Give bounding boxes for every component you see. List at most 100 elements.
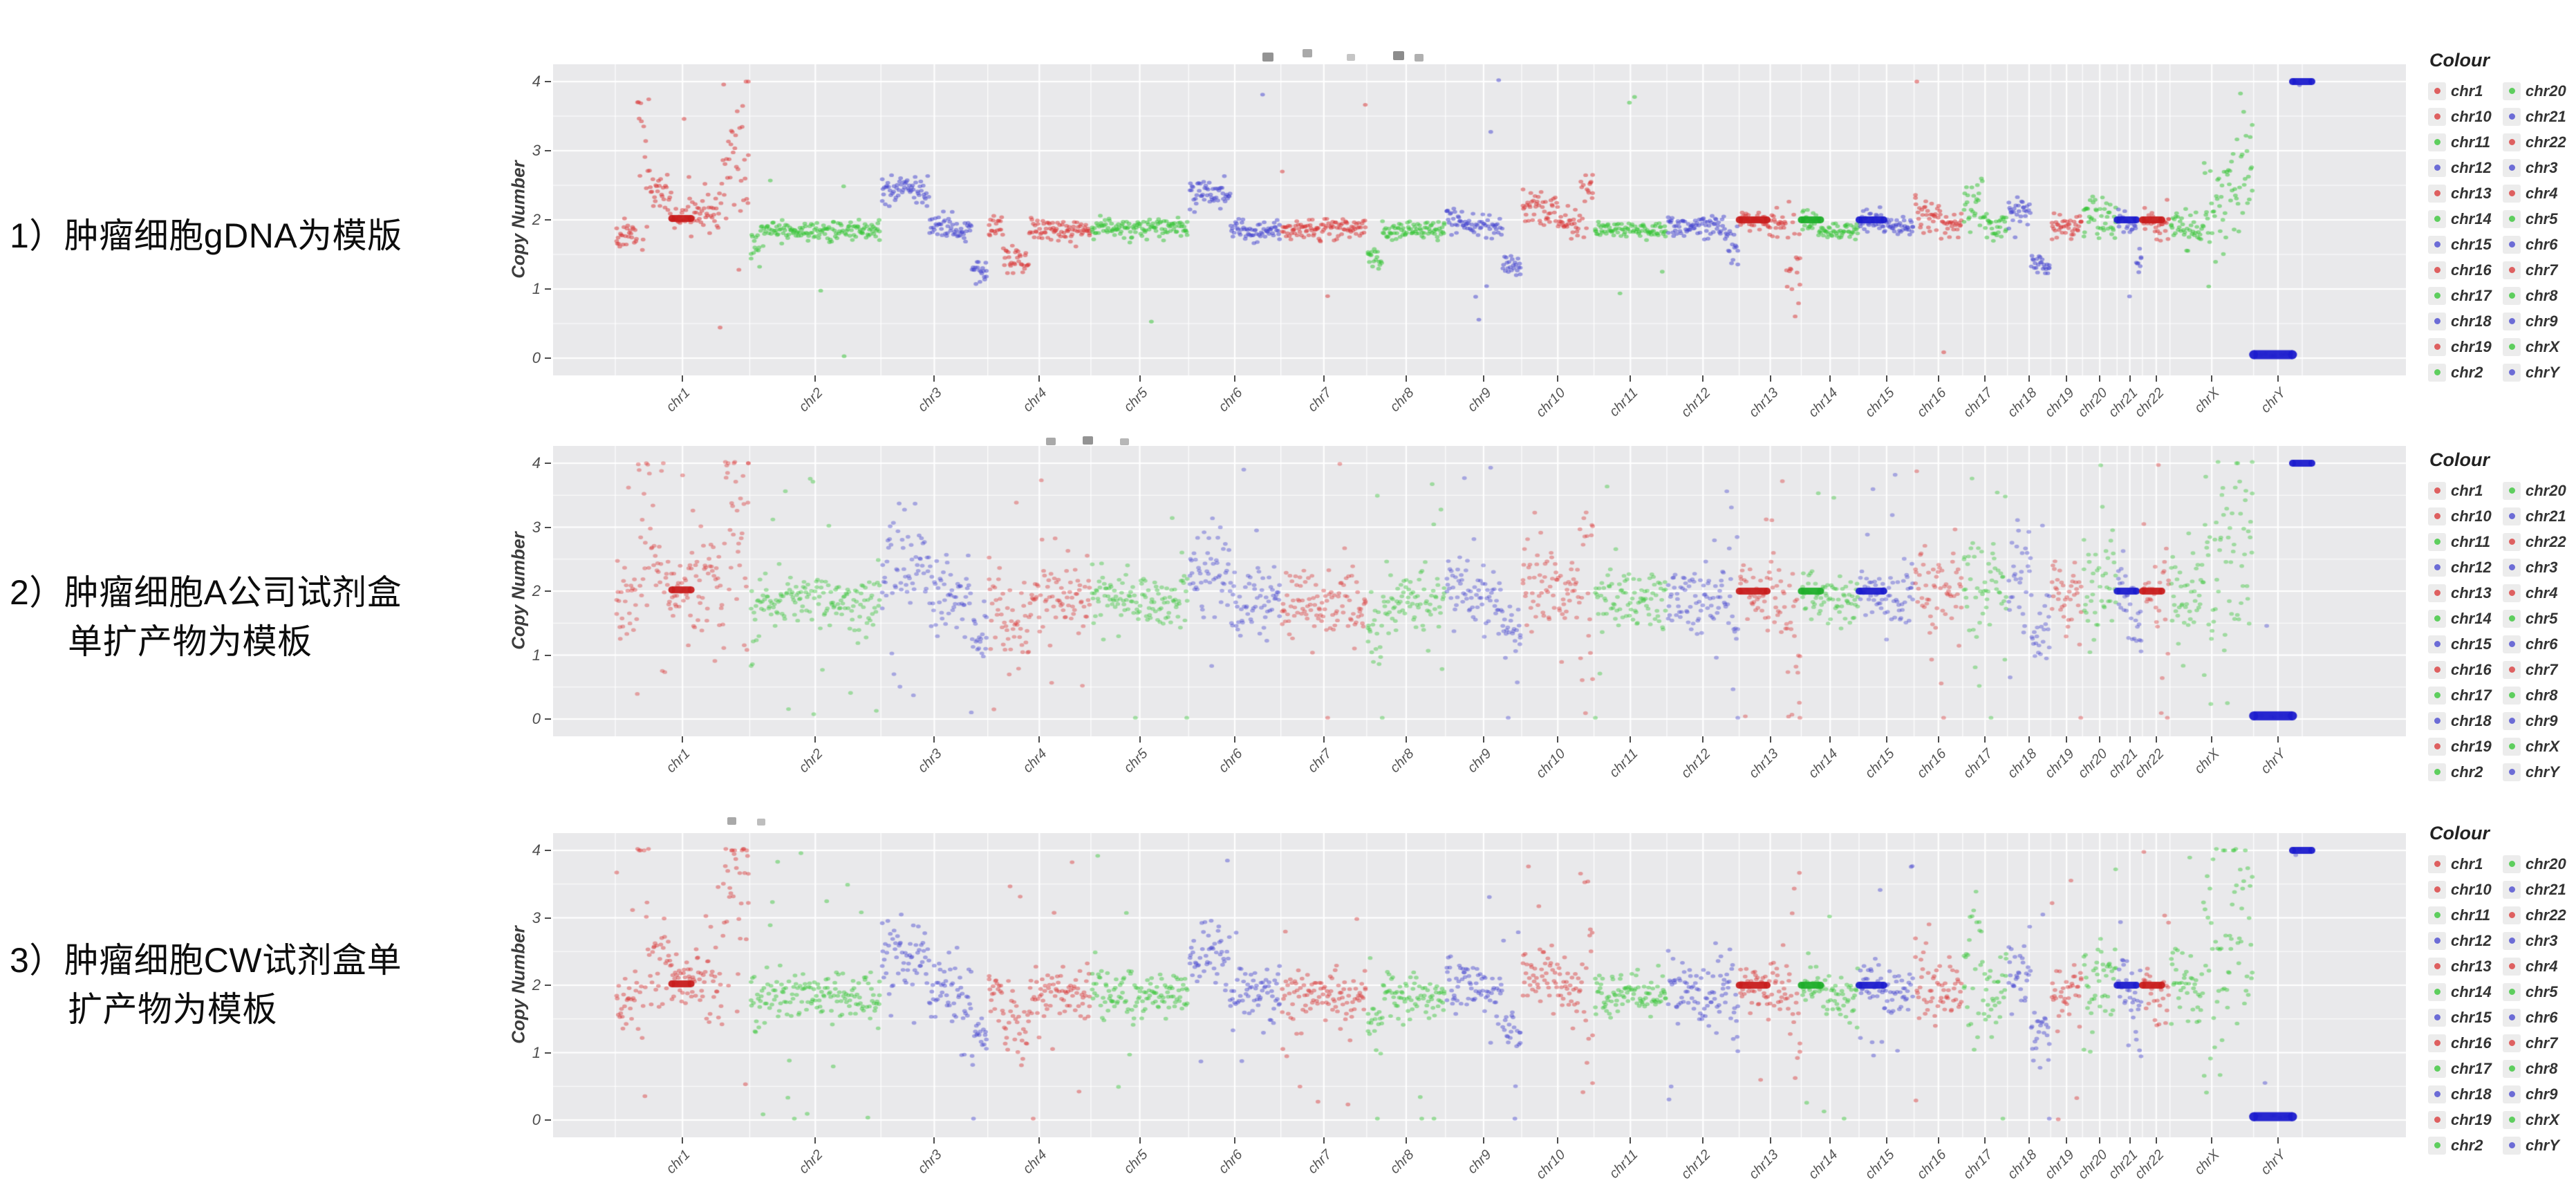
legend-key-chrX (2503, 337, 2521, 356)
legend-dot-chr17 (2434, 292, 2440, 299)
legend-item-chr21: chr21 (2503, 877, 2576, 902)
legend-key-chr14 (2428, 609, 2446, 628)
legend-label-chr3: chr3 (2526, 558, 2558, 576)
legend-dot-chr17 (2434, 1065, 2440, 1072)
legend-key-chr14 (2428, 982, 2446, 1001)
legend-dot-chr21 (2508, 886, 2515, 893)
x-tick-mark-chr10-panel-1 (1557, 375, 1559, 382)
y-tick-label-2-panel-2: 2 (532, 582, 541, 599)
legend-item-chr6: chr6 (2503, 1005, 2576, 1030)
x-tick-label-chr10-panel-2: chr10 (1533, 746, 1569, 781)
legend-item-chr12: chr12 (2428, 928, 2500, 953)
legend-key-chr21 (2503, 880, 2521, 899)
legend-dot-chr6 (2508, 1014, 2515, 1020)
legend-key-chr22 (2503, 906, 2521, 924)
legend-dot-chr6 (2508, 241, 2515, 248)
legend-dot-chr8 (2508, 692, 2515, 698)
legend-item-chrX: chrX (2503, 1107, 2576, 1132)
legend-label-chrY: chrY (2526, 363, 2559, 381)
x-tick-label-chr9-panel-3: chr9 (1464, 1147, 1495, 1177)
x-tick-mark-chr6-panel-1 (1233, 375, 1235, 382)
legend-dot-chr14 (2434, 989, 2440, 995)
legend-dot-chr5 (2508, 989, 2515, 995)
legend-item-chr7: chr7 (2503, 657, 2576, 682)
compression-artifact-8 (727, 817, 736, 825)
legend-dot-chrY (2508, 769, 2515, 775)
legend-label-chr22: chr22 (2526, 906, 2566, 924)
legend-item-chr8: chr8 (2503, 1056, 2576, 1081)
legend-item-chr4: chr4 (2503, 180, 2576, 206)
legend-label-chr11: chr11 (2451, 906, 2491, 924)
legend-item-chr2: chr2 (2428, 360, 2500, 385)
x-tick-mark-chr21-panel-1 (2129, 375, 2131, 382)
x-tick-mark-chr6-panel-3 (1233, 1137, 1235, 1144)
legend-key-chr8 (2503, 286, 2521, 305)
x-tick-mark-chr21-panel-2 (2129, 736, 2131, 743)
legend-label-chr10: chr10 (2451, 880, 2492, 898)
legend-label-chr4: chr4 (2526, 584, 2558, 602)
legend-dot-chr4 (2508, 590, 2515, 596)
legend-key-chr22 (2503, 532, 2521, 551)
legend-dot-chr9 (2508, 318, 2515, 324)
legend-item-chr3: chr3 (2503, 928, 2576, 953)
legend-label-chr2: chr2 (2451, 363, 2483, 381)
legend-key-chr2 (2428, 363, 2446, 382)
x-tick-mark-chr21-panel-3 (2129, 1137, 2131, 1144)
legend-item-chr17: chr17 (2428, 283, 2500, 308)
legend-item-chr16: chr16 (2428, 657, 2500, 682)
y-tick-label-0-panel-3: 0 (532, 1111, 541, 1128)
legend-dot-chr2 (2434, 1142, 2440, 1148)
legend-label-chr18: chr18 (2451, 312, 2492, 330)
legend-key-chr9 (2503, 312, 2521, 330)
x-tick-mark-chr19-panel-3 (2066, 1137, 2068, 1144)
legend-dot-chr13 (2434, 190, 2440, 196)
y-tick-label-3-panel-1: 3 (532, 142, 541, 159)
legend-dot-chr5 (2508, 615, 2515, 622)
legend-label-chr16: chr16 (2451, 660, 2492, 678)
x-tick-mark-chr22-panel-3 (2155, 1137, 2157, 1144)
compression-artifact-4 (1415, 54, 1424, 62)
legend-key-chr1 (2428, 855, 2446, 873)
y-tick-mark-0-panel-1 (545, 357, 551, 359)
legend-grid-panel-3: chr1 chr20 chr10 chr21 chr11 chr22 chr12 chr3 ch… (2428, 851, 2576, 1158)
legend-item-chr13: chr13 (2428, 580, 2500, 606)
legend-title-panel-3: Colour (2429, 823, 2490, 843)
legend-item-chr15: chr15 (2428, 1005, 2500, 1030)
legend-label-chr2: chr2 (2451, 763, 2483, 781)
legend-item-chr21: chr21 (2503, 503, 2576, 529)
legend-key-chr5 (2503, 209, 2521, 228)
x-tick-mark-chr19-panel-2 (2066, 736, 2068, 743)
y-tick-mark-4-panel-1 (545, 81, 551, 82)
legend-item-chr18: chr18 (2428, 308, 2500, 334)
legend-key-chr6 (2503, 635, 2521, 653)
legend-item-chr14: chr14 (2428, 606, 2500, 631)
x-tick-label-chr4-panel-2: chr4 (1020, 746, 1050, 776)
x-tick-mark-chr4-panel-3 (1038, 1137, 1040, 1144)
y-tick-mark-0-panel-3 (545, 1119, 551, 1121)
y-tick-mark-0-panel-2 (545, 718, 551, 720)
x-tick-mark-chrX-panel-3 (2211, 1137, 2213, 1144)
y-tick-mark-1-panel-2 (545, 654, 551, 656)
x-tick-mark-chr11-panel-1 (1630, 375, 1632, 382)
legend-item-chr5: chr5 (2503, 606, 2576, 631)
legend-dot-chr5 (2508, 216, 2515, 222)
legend-key-chr11 (2428, 906, 2446, 924)
x-tick-mark-chr8-panel-1 (1405, 375, 1407, 382)
legend-item-chr20: chr20 (2503, 478, 2576, 503)
cnv-scatter-canvas-panel-3 (553, 833, 2406, 1137)
x-tick-mark-chr3-panel-1 (933, 375, 935, 382)
x-tick-mark-chr10-panel-3 (1557, 1137, 1559, 1144)
panel-3-caption: 3）肿瘤细胞CW试剂盒单 扩产物为模板 (10, 936, 545, 1034)
legend-label-chr13: chr13 (2451, 584, 2492, 602)
x-tick-mark-chr20-panel-1 (2099, 375, 2101, 382)
legend-grid-panel-1: chr1 chr20 chr10 chr21 chr11 chr22 chr12 chr3 ch… (2428, 78, 2576, 385)
legend-item-chr1: chr1 (2428, 478, 2500, 503)
legend-label-chr7: chr7 (2526, 1034, 2558, 1052)
legend-key-chr12 (2428, 931, 2446, 950)
legend-item-chr16: chr16 (2428, 1030, 2500, 1056)
legend-item-chr11: chr11 (2428, 129, 2500, 155)
y-tick-mark-3-panel-3 (545, 917, 551, 919)
legend-key-chr15 (2428, 1008, 2446, 1027)
legend-dot-chr15 (2434, 1014, 2440, 1020)
legend-dot-chr19 (2434, 1117, 2440, 1123)
